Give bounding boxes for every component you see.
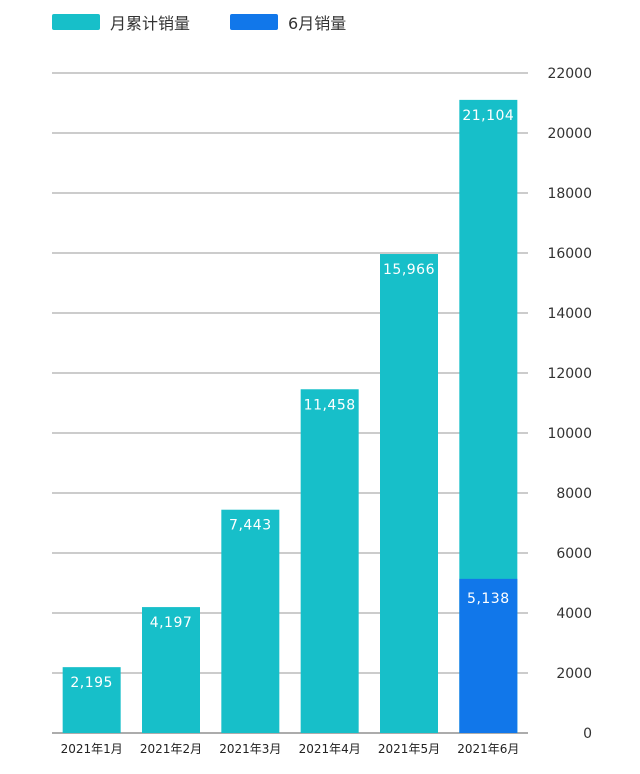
y-axis: 0 2000 4000 6000 8000 10000 12000 14000 16000 180… — [547, 66, 592, 742]
y-tick-label: 6000 — [556, 546, 592, 562]
legend-item-cumulative: 月累计销量 — [52, 10, 190, 34]
y-tick-label: 2000 — [556, 666, 592, 682]
legend-label-june: 6月销量 — [288, 14, 347, 33]
x-axis: 2021年1月 2021年2月 2021年3月 2021年4月 2021年5月 2021年… — [61, 742, 520, 756]
bars — [62, 99, 518, 733]
y-tick-label: 16000 — [547, 246, 592, 262]
bar-june — [459, 578, 518, 733]
legend-item-june: 6月销量 — [230, 10, 346, 34]
bar-cumulative — [221, 509, 280, 733]
bar-cumulative — [300, 389, 359, 733]
bar-value-label: 7,443 — [229, 518, 272, 534]
y-tick-label: 14000 — [547, 306, 592, 322]
y-tick-label: 8000 — [556, 486, 592, 502]
bar-value-label: 11,458 — [304, 397, 356, 413]
y-tick-label: 12000 — [547, 366, 592, 382]
x-tick-label: 2021年3月 — [219, 742, 281, 756]
x-tick-label: 2021年6月 — [457, 742, 519, 756]
legend-label-cumulative: 月累计销量 — [110, 14, 191, 33]
y-tick-label: 0 — [583, 726, 592, 742]
x-tick-label: 2021年2月 — [140, 742, 202, 756]
bar-cumulative — [142, 607, 200, 733]
y-tick-label: 22000 — [547, 66, 592, 82]
data-labels: 2,195 4,197 7,443 11,458 15,966 21,104 5,138 — [70, 108, 514, 691]
y-tick-label: 18000 — [547, 186, 592, 202]
bar-cumulative — [62, 667, 121, 733]
y-tick-label: 10000 — [547, 426, 592, 442]
x-tick-label: 2021年1月 — [61, 742, 123, 756]
x-tick-label: 2021年4月 — [299, 742, 361, 756]
bar-value-label: 15,966 — [383, 262, 435, 278]
gridlines — [52, 72, 528, 734]
legend-swatch-june — [230, 14, 279, 30]
legend-swatch-cumulative — [52, 14, 100, 30]
y-tick-label: 20000 — [547, 126, 592, 142]
bar-value-label: 4,197 — [150, 615, 193, 631]
y-tick-label: 4000 — [556, 606, 592, 622]
bar-value-label: 2,195 — [70, 675, 113, 691]
bar-cumulative — [380, 254, 438, 733]
bar-value-label: 21,104 — [462, 108, 514, 124]
x-tick-label: 2021年5月 — [378, 742, 440, 756]
bar-value-label-june: 5,138 — [467, 591, 510, 607]
legend: 月累计销量 6月销量 — [52, 10, 386, 34]
